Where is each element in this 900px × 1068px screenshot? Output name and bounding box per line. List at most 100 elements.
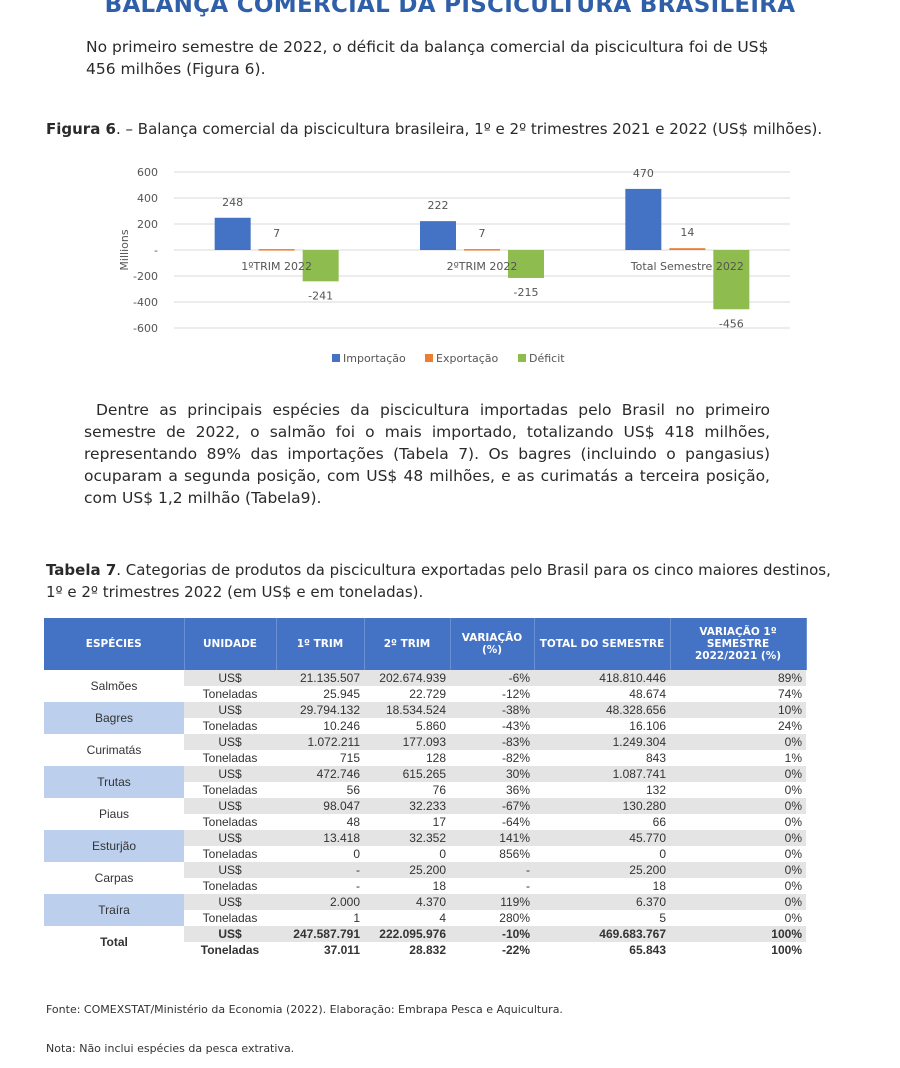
- column-header: VARIAÇÃO (%): [450, 618, 535, 670]
- unit-cell: US$: [184, 862, 276, 878]
- value-cell: 29.794.132: [276, 702, 364, 718]
- table-row: Toneladas 10.246 5.860 -43% 16.106 24%: [44, 718, 806, 734]
- table-row: Toneladas 1 4 280% 5 0%: [44, 910, 806, 926]
- value-cell: 13.418: [276, 830, 364, 846]
- value-cell: 1.249.304: [534, 734, 670, 750]
- value-cell: 132: [645, 783, 666, 797]
- exports-table: ESPÉCIES UNIDADE 1º TRIM 2º TRIM VARIAÇÃO (%…: [44, 618, 807, 958]
- value-cell: 98.047: [276, 798, 364, 814]
- value-cell: -12%: [501, 687, 530, 701]
- value-cell: 18: [652, 879, 666, 893]
- value-cell: 48: [346, 815, 360, 829]
- value-cell: -83%: [450, 734, 534, 750]
- y-tick-label: 600: [137, 166, 158, 179]
- value-cell: 89%: [670, 670, 806, 686]
- chart-bars: [214, 188, 750, 310]
- bar: [302, 250, 339, 282]
- legend-label: Déficit: [529, 352, 565, 365]
- table-row: Toneladas - 18 - 18 0%: [44, 878, 806, 894]
- value-cell: 119%: [450, 894, 534, 910]
- species-cell: Piaus: [98, 807, 130, 821]
- value-cell: 30%: [450, 766, 534, 782]
- value-cell: -: [526, 879, 530, 893]
- unit-cell: US$: [184, 798, 276, 814]
- data-label: 470: [633, 167, 654, 180]
- value-cell: 21.135.507: [276, 670, 364, 686]
- value-cell: 0: [353, 847, 360, 861]
- unit-cell: Toneladas: [202, 687, 258, 701]
- value-cell: 0%: [670, 830, 806, 846]
- value-cell: 18.534.524: [364, 702, 450, 718]
- value-cell: 0%: [670, 798, 806, 814]
- species-cell: Esturjão: [44, 830, 184, 862]
- value-cell: 0: [439, 847, 446, 861]
- value-cell: 0: [659, 847, 666, 861]
- data-label: 7: [273, 227, 280, 240]
- category-label: 2ºTRIM 2022: [447, 260, 518, 273]
- table-row: Toneladas 37.011 28.832 -22% 65.843 100%: [44, 942, 806, 958]
- value-cell: -64%: [501, 815, 530, 829]
- bar: [214, 217, 251, 250]
- value-cell: 4.370: [364, 894, 450, 910]
- figure-caption-text: . – Balança comercial da piscicultura br…: [115, 120, 823, 138]
- unit-cell: Toneladas: [202, 751, 258, 765]
- value-cell: 469.683.767: [534, 926, 670, 942]
- value-cell: 74%: [777, 687, 802, 701]
- species-cell: Trutas: [44, 766, 184, 798]
- table-row: Piaus US$ 98.047 32.233 -67% 130.280 0%: [44, 798, 806, 821]
- column-header: 1º TRIM: [276, 618, 365, 670]
- value-cell: 843: [645, 751, 666, 765]
- value-cell: 100%: [670, 926, 806, 942]
- column-header: VARIAÇÃO 1º SEMESTRE 2022/2021 (%): [670, 618, 807, 670]
- species-cell: Carpas: [94, 871, 134, 885]
- data-label: -456: [719, 317, 744, 330]
- species-cell: Bagres: [44, 702, 184, 734]
- page-heading: BALANÇA COMERCIAL DA PISCICULTURA BRASIL…: [104, 0, 796, 18]
- table-row: Toneladas 56 76 36% 132 0%: [44, 782, 806, 798]
- y-axis-title: Millions: [118, 229, 131, 270]
- unit-cell: US$: [184, 734, 276, 750]
- data-label: 248: [222, 196, 243, 209]
- value-cell: 856%: [499, 847, 530, 861]
- table-row: Esturjão US$ 13.418 32.352 141% 45.770 0%: [44, 830, 806, 862]
- value-cell: 615.265: [364, 766, 450, 782]
- body-paragraph: Dentre as principais espécies da piscicu…: [84, 399, 770, 509]
- value-cell: 4: [439, 911, 446, 925]
- body-paragraph-text: Dentre as principais espécies da piscicu…: [84, 401, 770, 507]
- value-cell: 130.280: [534, 798, 670, 814]
- value-cell: 2.000: [276, 894, 364, 910]
- y-tick-label: -: [154, 244, 158, 257]
- value-cell: 18: [432, 879, 446, 893]
- table-caption-text: . Categorias de produtos da piscicultura…: [46, 561, 831, 601]
- column-header: TOTAL DO SEMESTRE: [534, 618, 671, 670]
- table-row: Bagres US$ 29.794.132 18.534.524 -38% 48.328.…: [44, 702, 806, 734]
- y-tick-label: 200: [137, 218, 158, 231]
- bar: [420, 221, 456, 250]
- table-row: Toneladas 0 0 856% 0 0%: [44, 846, 806, 862]
- table-row: Toneladas 715 128 -82% 843 1%: [44, 750, 806, 766]
- value-cell: 0%: [670, 734, 806, 750]
- table-row: Traíra US$ 2.000 4.370 119% 6.370 0%: [44, 894, 806, 926]
- value-cell: 1.072.211: [276, 734, 364, 750]
- value-cell: 0%: [784, 815, 802, 829]
- chart-labels: 248 7 -241 1ºTRIM 2022 222 7 -215 2ºTRIM 2022 47…: [222, 167, 744, 330]
- value-cell: 22.729: [409, 687, 446, 701]
- unit-cell: US$: [184, 670, 276, 686]
- value-cell: 28.832: [409, 943, 446, 957]
- value-cell: 0%: [784, 847, 802, 861]
- y-tick-label: -600: [133, 322, 158, 335]
- unit-cell: Toneladas: [202, 815, 258, 829]
- legend-label: Exportação: [436, 352, 499, 365]
- value-cell: 418.810.446: [534, 670, 670, 686]
- value-cell: 0%: [670, 862, 806, 878]
- y-tick-label: -400: [133, 296, 158, 309]
- chart-legend: Importação Exportação Déficit: [332, 352, 565, 365]
- bar: [258, 249, 295, 251]
- unit-cell: Toneladas: [202, 879, 258, 893]
- column-header: UNIDADE: [184, 618, 277, 670]
- figure-caption-label: Figura 6: [46, 120, 116, 138]
- value-cell: 32.352: [364, 830, 450, 846]
- column-header: 2º TRIM: [364, 618, 451, 670]
- unit-cell: Toneladas: [202, 783, 258, 797]
- value-cell: 222.095.976: [364, 926, 450, 942]
